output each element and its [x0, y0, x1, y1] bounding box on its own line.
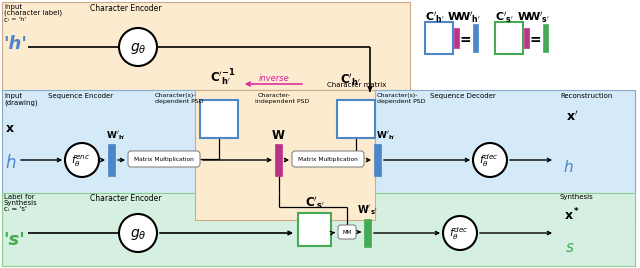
- Text: =: =: [529, 33, 541, 47]
- Bar: [364, 219, 371, 247]
- FancyBboxPatch shape: [128, 151, 200, 167]
- Text: Character(s)-: Character(s)-: [377, 93, 419, 98]
- Text: h: h: [563, 161, 573, 176]
- Circle shape: [119, 28, 157, 66]
- Bar: [108, 144, 115, 176]
- Bar: [195, 90, 375, 220]
- Circle shape: [473, 143, 507, 177]
- Text: Character Encoder: Character Encoder: [90, 4, 161, 13]
- Text: =: =: [459, 33, 471, 47]
- Text: cᵢ = 's': cᵢ = 's': [4, 206, 27, 212]
- Bar: [200, 100, 238, 138]
- Text: Input: Input: [4, 93, 22, 99]
- Text: $\mathbf{x^*}$: $\mathbf{x^*}$: [564, 207, 580, 223]
- Text: (drawing): (drawing): [4, 99, 38, 106]
- Text: Character matrix: Character matrix: [327, 82, 387, 88]
- Text: Sequence Encoder: Sequence Encoder: [48, 93, 113, 99]
- FancyBboxPatch shape: [292, 151, 364, 167]
- Text: $\mathbf{W'_{s'}}$: $\mathbf{W'_{s'}}$: [357, 203, 378, 217]
- Text: s: s: [566, 240, 574, 255]
- Text: inverse: inverse: [259, 74, 289, 83]
- Text: Matrix Multiplication: Matrix Multiplication: [298, 157, 358, 162]
- Circle shape: [119, 214, 157, 252]
- Text: (character label): (character label): [4, 10, 62, 17]
- Text: dependent PSD: dependent PSD: [377, 99, 426, 104]
- Text: $\mathbf{x}$: $\mathbf{x}$: [5, 121, 15, 135]
- Bar: [543, 24, 548, 52]
- Text: $\mathbf{C'_{h'}}$: $\mathbf{C'_{h'}}$: [340, 71, 361, 88]
- Circle shape: [65, 143, 99, 177]
- Bar: [275, 144, 282, 176]
- Text: ᵢ = 'h': ᵢ = 'h': [8, 17, 26, 22]
- Text: Synthesis: Synthesis: [560, 194, 594, 200]
- Bar: [473, 24, 478, 52]
- Text: $\mathbf{W}$: $\mathbf{W}$: [517, 10, 531, 22]
- Text: MM: MM: [342, 229, 351, 234]
- Text: Input: Input: [4, 4, 22, 10]
- Text: $\mathbf{C'_{s'}}$: $\mathbf{C'_{s'}}$: [495, 10, 514, 25]
- Text: $\mathbf{C'_{s'}}$: $\mathbf{C'_{s'}}$: [305, 194, 324, 211]
- Text: $\mathbf{W'_{h'}}$: $\mathbf{W'_{h'}}$: [376, 129, 396, 142]
- Text: dependent PSD: dependent PSD: [155, 99, 204, 104]
- Text: Synthesis: Synthesis: [4, 200, 38, 206]
- Text: $\mathbf{C'^{-1}_{h'}}$: $\mathbf{C'^{-1}_{h'}}$: [210, 68, 236, 88]
- Text: c: c: [4, 17, 8, 23]
- Bar: [374, 144, 381, 176]
- Text: Character(s)-: Character(s)-: [155, 93, 196, 98]
- Text: $g_\theta$: $g_\theta$: [130, 226, 147, 241]
- Text: $\mathbf{C'_{h'}}$: $\mathbf{C'_{h'}}$: [425, 10, 445, 25]
- Bar: [425, 22, 453, 54]
- Bar: [2, 193, 635, 266]
- Bar: [298, 213, 331, 246]
- Bar: [2, 90, 635, 220]
- Text: Label for: Label for: [4, 194, 35, 200]
- Text: $f_\theta^{dec}$: $f_\theta^{dec}$: [449, 226, 468, 242]
- Text: 'h': 'h': [3, 35, 27, 53]
- Text: $\mathbf{W'_{s'}}$: $\mathbf{W'_{s'}}$: [527, 10, 550, 25]
- Text: h: h: [5, 154, 15, 172]
- Text: 's': 's': [3, 231, 25, 249]
- Text: Character-: Character-: [258, 93, 291, 98]
- Circle shape: [443, 216, 477, 250]
- Text: Character Encoder: Character Encoder: [90, 194, 161, 203]
- Text: Reconstruction: Reconstruction: [560, 93, 612, 99]
- Bar: [454, 28, 459, 48]
- Bar: [495, 22, 523, 54]
- Bar: [2, 2, 410, 94]
- Text: $\mathbf{x'}$: $\mathbf{x'}$: [566, 110, 579, 124]
- Text: $\mathbf{W'_{h'}}$: $\mathbf{W'_{h'}}$: [106, 129, 126, 142]
- Text: $f_\theta^{dec}$: $f_\theta^{dec}$: [479, 152, 499, 169]
- Text: $g_\theta$: $g_\theta$: [130, 40, 147, 55]
- Bar: [524, 28, 529, 48]
- Text: $f_\theta^{enc}$: $f_\theta^{enc}$: [71, 153, 91, 169]
- Text: independent PSD: independent PSD: [255, 99, 309, 104]
- Text: Matrix Multiplication: Matrix Multiplication: [134, 157, 194, 162]
- Text: Sequence Decoder: Sequence Decoder: [430, 93, 496, 99]
- Text: $\mathbf{W}$: $\mathbf{W}$: [271, 129, 286, 142]
- Bar: [337, 100, 375, 138]
- Text: $\mathbf{W'_{h'}}$: $\mathbf{W'_{h'}}$: [457, 10, 481, 25]
- FancyBboxPatch shape: [338, 225, 356, 239]
- Text: $\mathbf{W}$: $\mathbf{W}$: [447, 10, 461, 22]
